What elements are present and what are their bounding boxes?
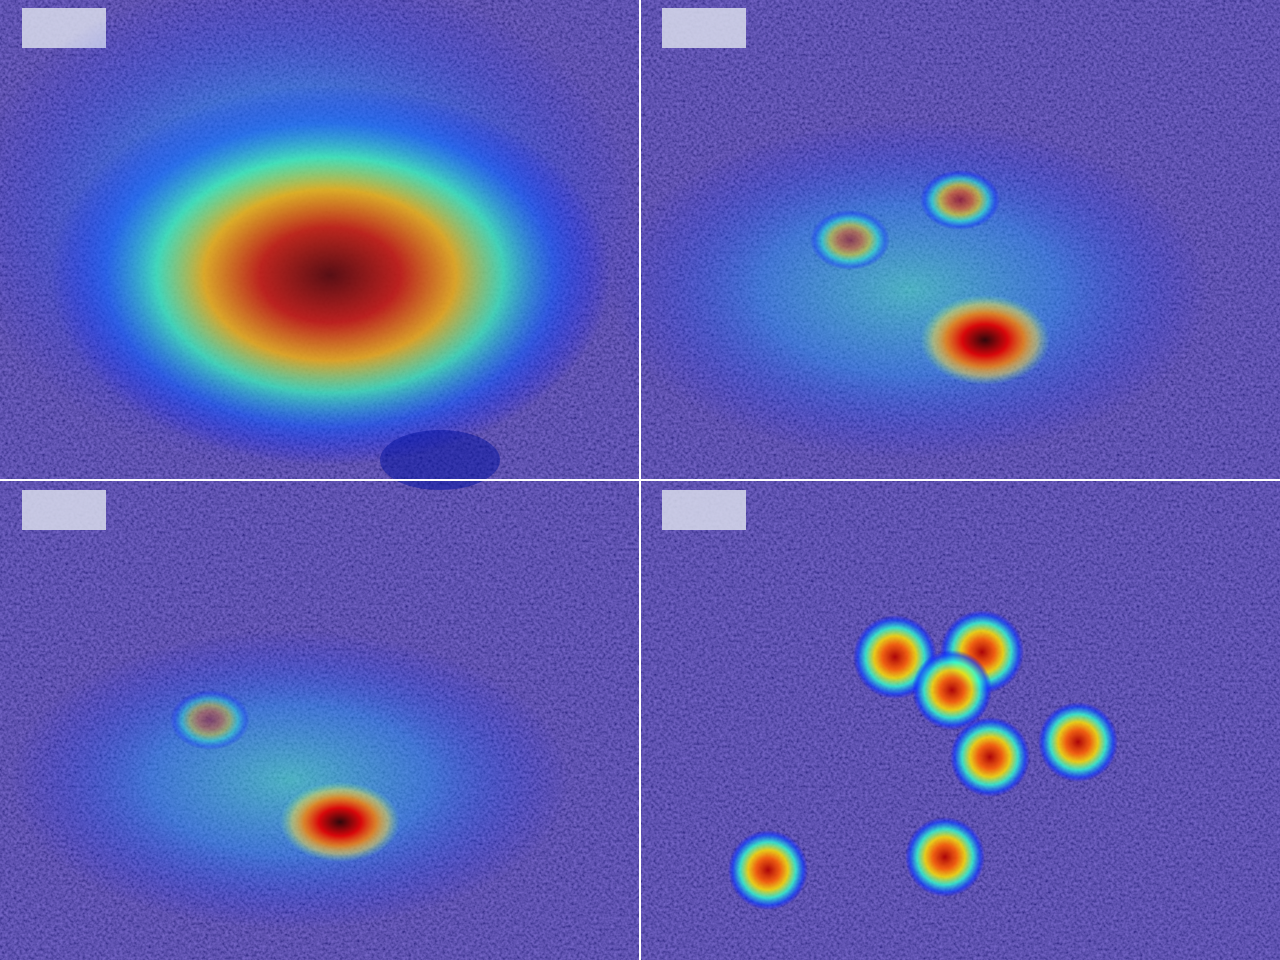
spot [1038, 702, 1118, 782]
panel-4-heatmap [728, 610, 1118, 910]
stage [662, 490, 746, 530]
panel-1-heatmap [0, 0, 640, 490]
panel-3-heatmap [10, 630, 570, 930]
spot [950, 717, 1030, 797]
spot [920, 170, 1000, 230]
stage [662, 8, 746, 48]
spot [810, 210, 890, 270]
spot [905, 817, 985, 897]
hot-spot [280, 782, 400, 862]
density-blob [50, 85, 610, 465]
haze [610, 120, 1210, 460]
spot [728, 830, 808, 910]
stage [22, 490, 106, 530]
hot-spot [920, 295, 1050, 385]
spot [912, 650, 992, 730]
low-region [380, 430, 500, 490]
haze [10, 630, 570, 930]
stage-structures [22, 8, 746, 530]
spot [170, 690, 250, 750]
panel-2-heatmap [610, 120, 1210, 460]
